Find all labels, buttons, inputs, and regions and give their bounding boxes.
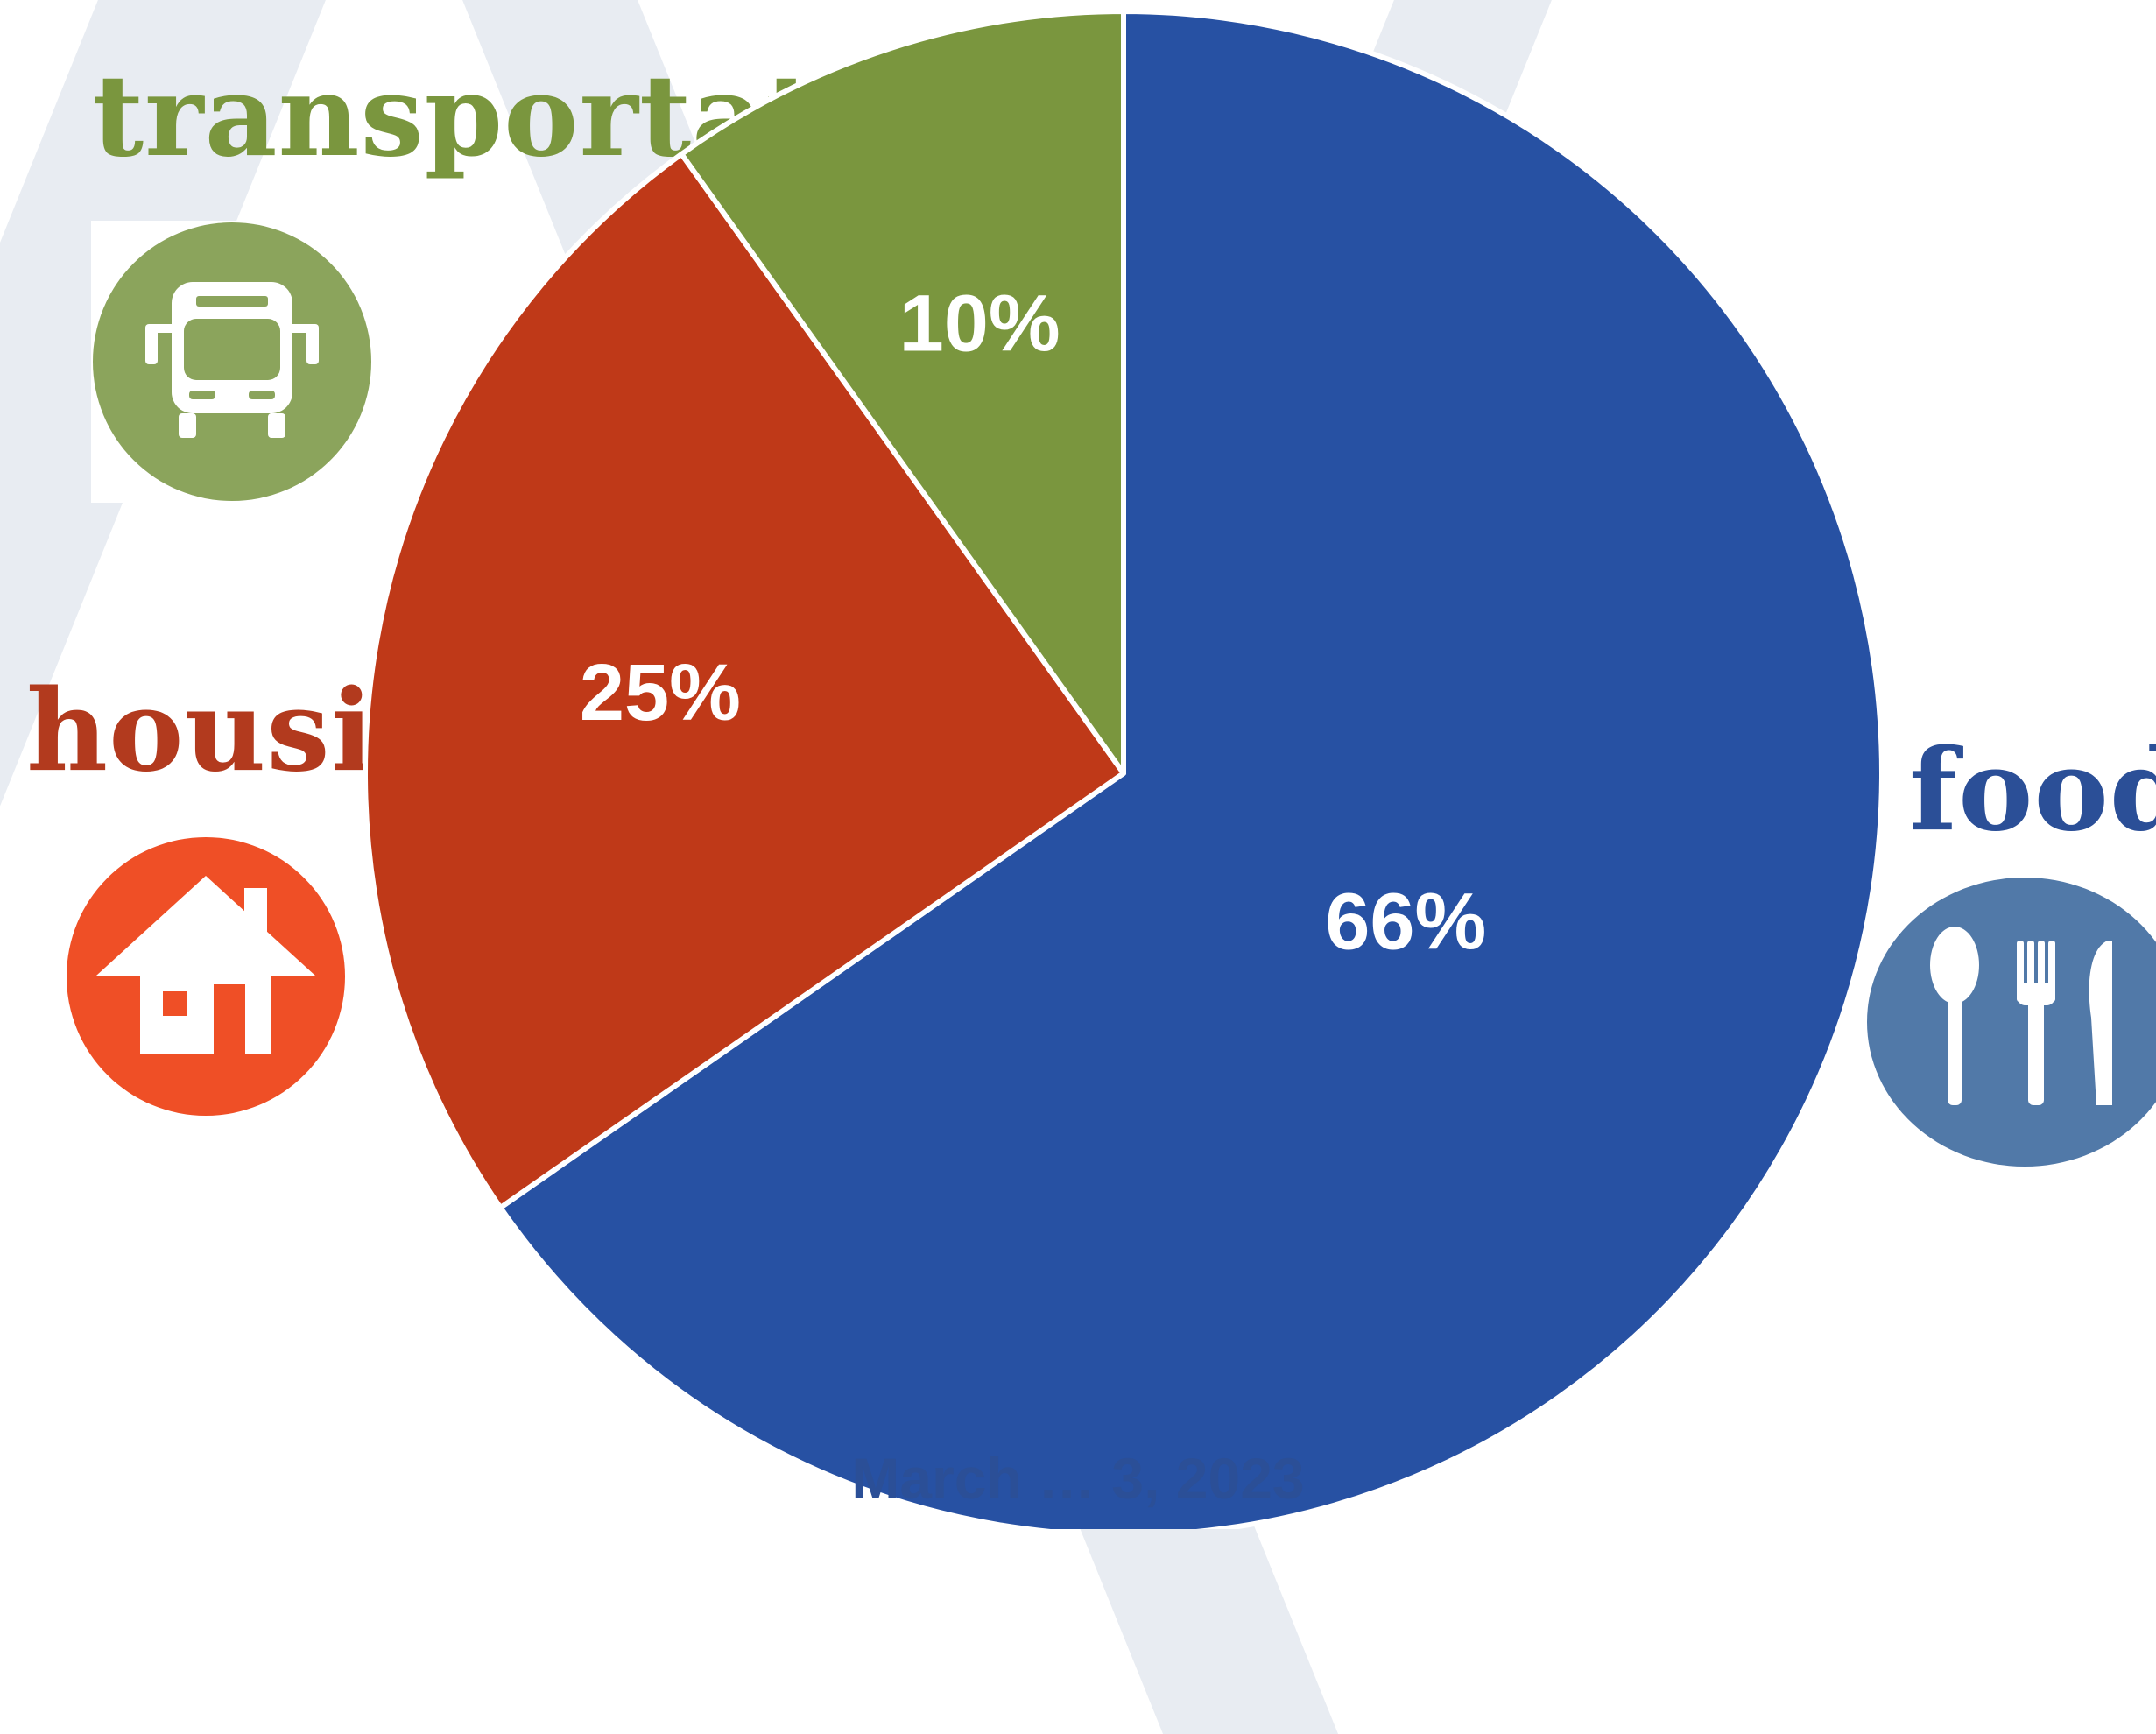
house-icon <box>67 837 345 1116</box>
label-food: food <box>1909 725 2156 856</box>
slice-label-transportation: 10% <box>899 278 1060 368</box>
slice-label-food: 66% <box>1325 877 1486 966</box>
pie-slice-transportation <box>679 9 1126 776</box>
utensils-icon <box>1867 878 2156 1167</box>
bus-icon <box>91 221 373 503</box>
footer-date: March … 3, 2023 <box>851 1446 1305 1511</box>
pie-chart: 66% 25% 10% <box>363 9 1885 1529</box>
slice-label-housing: 25% <box>580 648 741 737</box>
pie-slice-housing <box>363 151 1126 1210</box>
pie-slice-food <box>497 9 1885 1529</box>
